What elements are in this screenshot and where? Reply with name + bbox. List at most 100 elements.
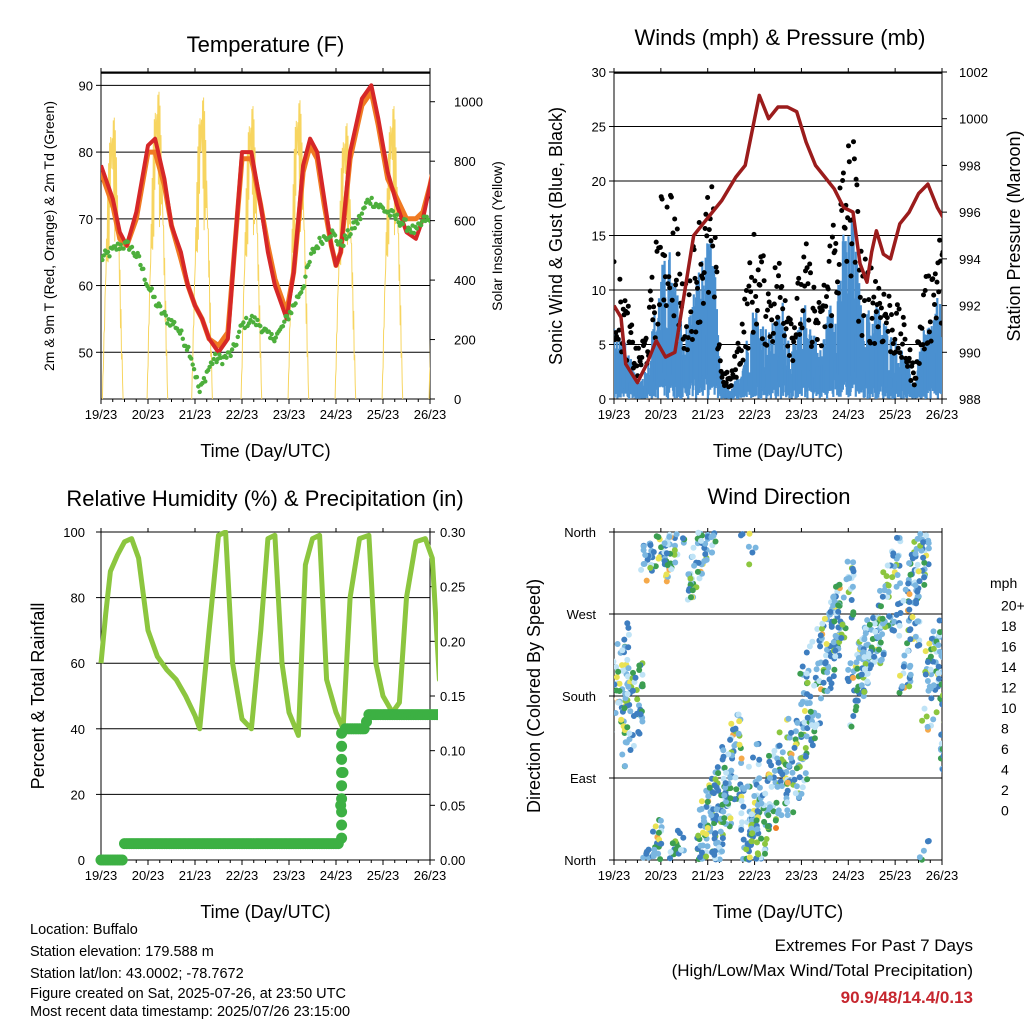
gust-point xyxy=(824,294,829,300)
direction-point xyxy=(735,711,742,718)
direction-point xyxy=(853,659,860,666)
direction-point xyxy=(705,793,712,800)
direction-point xyxy=(975,607,981,613)
direction-point xyxy=(776,729,783,736)
solar-insolation-pulse xyxy=(381,106,404,399)
gust-point xyxy=(657,244,663,250)
gust-point xyxy=(823,303,829,309)
direction-point xyxy=(625,624,632,631)
direction-point xyxy=(862,630,869,637)
solar-insolation-pulse xyxy=(191,97,213,399)
dewpoint-point xyxy=(189,356,194,361)
chart-title: Wind Direction xyxy=(707,484,850,509)
dewpoint-point xyxy=(414,226,419,231)
gust-point xyxy=(809,339,815,345)
direction-point xyxy=(962,623,968,629)
direction-point xyxy=(741,786,748,792)
gust-point xyxy=(777,295,783,300)
gust-point xyxy=(776,273,781,279)
x-tick-label: 20/23 xyxy=(645,407,678,422)
dewpoint-point xyxy=(439,216,443,220)
direction-point xyxy=(777,768,784,775)
direction-point xyxy=(894,553,901,560)
gust-point xyxy=(857,294,863,300)
gust-point xyxy=(702,226,708,231)
direction-point xyxy=(930,716,937,723)
direction-point xyxy=(920,554,927,561)
x-tick-label: 24/23 xyxy=(832,868,865,883)
gust-point xyxy=(687,278,693,284)
direction-point xyxy=(935,642,942,649)
direction-point xyxy=(948,668,954,674)
gust-point xyxy=(836,262,842,267)
direction-point xyxy=(970,686,976,692)
direction-point xyxy=(983,595,989,601)
latlon-text: Station lat/lon: 43.0002; -78.7672 xyxy=(30,966,244,982)
direction-point xyxy=(921,581,928,588)
x-tick-label: 22/23 xyxy=(226,407,259,422)
direction-point xyxy=(966,618,972,624)
direction-point xyxy=(746,854,753,861)
gust-point xyxy=(815,320,821,326)
direction-point xyxy=(712,830,719,837)
direction-point xyxy=(736,741,743,748)
gust-point xyxy=(962,291,967,296)
dewpoint-point xyxy=(228,353,233,359)
direction-point xyxy=(972,614,978,620)
dewpoint-point xyxy=(303,274,308,279)
y2-tick-label: 0.20 xyxy=(440,634,465,649)
direction-point xyxy=(906,560,913,567)
direction-point xyxy=(715,770,722,777)
direction-point xyxy=(720,808,727,815)
direction-point xyxy=(608,728,614,734)
direction-point xyxy=(745,543,752,550)
gust-point xyxy=(832,248,838,254)
y-tick-label: North xyxy=(564,525,596,540)
direction-point xyxy=(614,664,620,671)
gust-point xyxy=(872,341,878,346)
direction-point xyxy=(788,755,794,762)
gust-point xyxy=(932,271,938,277)
gust-point xyxy=(949,301,954,306)
direction-point xyxy=(959,730,965,736)
gust-point xyxy=(646,304,652,310)
direction-point xyxy=(807,708,814,715)
x-tick-label: 22/23 xyxy=(738,407,771,422)
direction-point xyxy=(946,686,952,692)
direction-point xyxy=(614,681,618,688)
dewpoint-point xyxy=(244,315,249,321)
direction-point xyxy=(884,562,891,569)
gust-point xyxy=(746,283,752,289)
direction-point xyxy=(625,644,632,651)
dewpoint-point xyxy=(112,244,118,249)
dewpoint-point xyxy=(301,284,307,289)
direction-point xyxy=(758,800,765,807)
direction-point xyxy=(967,670,973,676)
direction-point xyxy=(713,784,720,791)
gust-point xyxy=(951,291,956,296)
direction-point xyxy=(616,680,623,687)
direction-point xyxy=(695,832,702,839)
direction-point xyxy=(974,633,980,639)
gust-point xyxy=(684,347,690,353)
direction-point xyxy=(878,603,884,610)
direction-point xyxy=(957,647,963,653)
x-axis-label: Time (Day/UTC) xyxy=(200,902,330,922)
direction-point xyxy=(939,746,942,753)
gust-point xyxy=(790,358,796,364)
direction-point xyxy=(976,581,982,587)
gust-point xyxy=(614,259,617,265)
dewpoint-point xyxy=(345,228,350,233)
direction-point xyxy=(811,682,818,689)
gust-point xyxy=(616,327,622,333)
direction-point xyxy=(784,812,791,819)
gust-point xyxy=(869,315,875,321)
direction-point xyxy=(979,640,985,646)
gust-point xyxy=(829,234,835,240)
gust-point xyxy=(783,326,789,332)
dewpoint-point xyxy=(162,309,167,315)
direction-point xyxy=(958,700,964,706)
direction-point xyxy=(784,799,791,806)
dewpoint-point xyxy=(380,205,386,211)
solar-insolation-pulse xyxy=(428,336,430,399)
